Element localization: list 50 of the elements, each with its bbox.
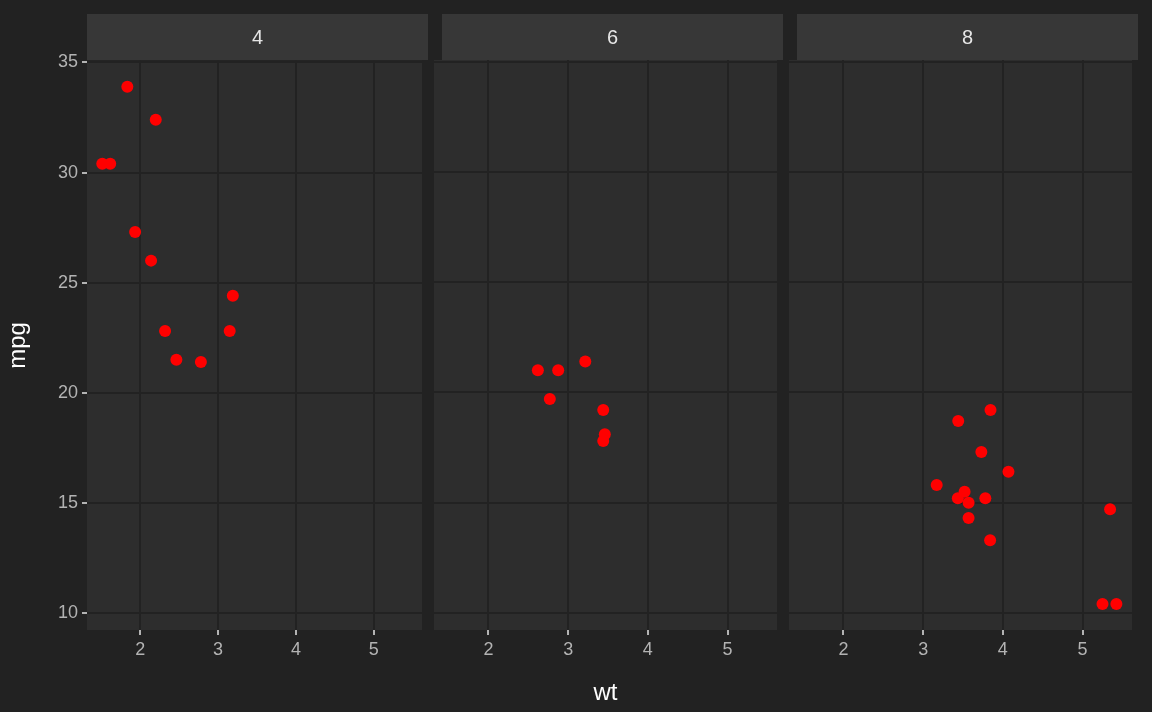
point [149,113,162,126]
point [979,492,992,505]
y-tick-label: 20 [57,381,78,402]
x-tick-label: 5 [1077,638,1088,659]
point [531,364,544,377]
point [223,325,236,338]
x-tick-label: 2 [838,638,849,659]
x-tick-label: 3 [213,638,224,659]
point [1002,465,1015,478]
point [984,534,997,547]
x-tick-label: 3 [918,638,929,659]
x-tick-label: 5 [368,638,379,659]
point [543,393,556,406]
point [597,404,610,417]
point [1096,598,1109,611]
point [170,353,183,366]
point [951,492,964,505]
point [552,364,565,377]
point [121,80,134,93]
point [129,226,142,238]
point [579,355,592,368]
point [1110,598,1123,611]
y-tick-label: 10 [57,601,78,622]
point [975,445,988,458]
x-tick-label: 4 [290,638,301,659]
chart-title: 8 [961,25,974,49]
point [930,479,943,492]
chart-title: 6 [606,25,619,49]
point [226,289,239,302]
point [962,496,975,509]
x-tick-label: 3 [563,638,574,659]
y-tick-label: 35 [57,51,78,72]
point [962,512,975,525]
point [145,254,158,267]
point [194,355,207,368]
point [952,415,965,428]
y-axis-title: mpg [3,322,31,369]
x-tick-label: 4 [997,638,1008,659]
y-tick-label: 25 [57,271,78,292]
x-axis-title: wt [592,678,618,706]
point [159,325,172,338]
x-tick-label: 2 [135,638,146,659]
y-tick-label: 30 [57,161,78,182]
y-tick-label: 15 [57,491,78,512]
x-tick-label: 5 [722,638,733,659]
x-tick-label: 2 [483,638,494,659]
point [984,404,997,417]
point [1104,503,1117,516]
x-tick-label: 4 [642,638,653,659]
chart-title: 4 [251,25,264,49]
